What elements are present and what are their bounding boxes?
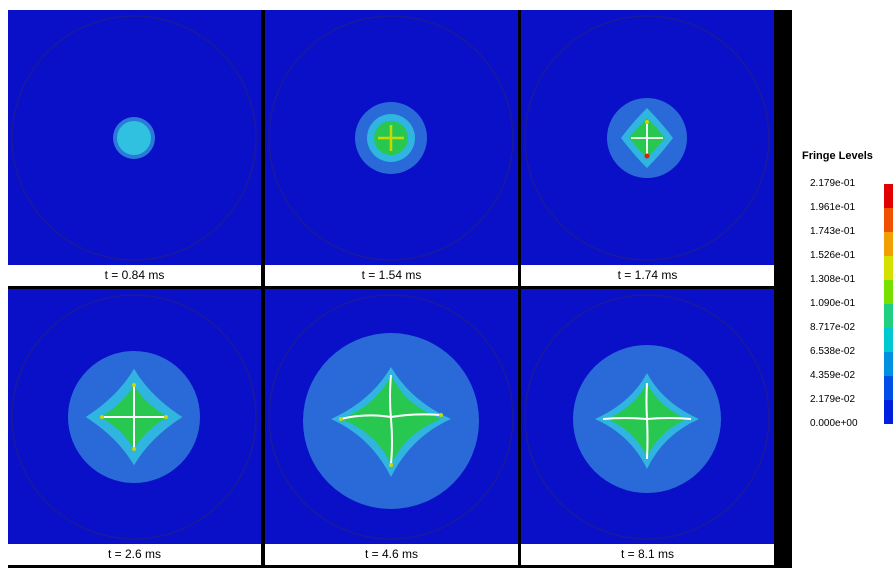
legend-title: Fringe Levels [802,150,873,162]
legend-level-10: 0.000e+00 [810,418,858,429]
panel-t-1-54: t = 1.54 ms [265,10,518,286]
panel-t-1-74: t = 1.74 ms [521,10,774,286]
legend-swatch-0 [884,184,893,208]
legend-level-6: 8.717e-02 [810,322,856,333]
panel-caption: t = 1.74 ms [521,265,774,286]
legend-swatch-3 [884,256,893,280]
legend-level-2: 1.743e-01 [810,226,856,237]
fringe-plot [265,289,518,544]
legend-level-0: 2.179e-01 [810,178,856,189]
legend-swatch-5 [884,304,893,328]
legend-swatch-7 [884,352,893,376]
panel-caption: t = 2.6 ms [8,544,261,565]
fringe-legend: Fringe Levels 2.179e-01 1.961e-01 1.743e… [800,150,896,470]
fringe-figure: t = 0.84 ms t = 1.54 ms t = 1.74 ms [8,10,792,568]
legend-level-4: 1.308e-01 [810,274,856,285]
panel-caption: t = 1.54 ms [265,265,518,286]
legend-swatch-6 [884,328,893,352]
legend-swatch-4 [884,280,893,304]
fringe-plot [265,10,518,265]
panel-t-2-6: t = 2.6 ms [8,289,261,565]
fringe-plot [521,10,774,265]
panel-caption: t = 8.1 ms [521,544,774,565]
legend-swatch-2 [884,232,893,256]
panel-t-4-6: t = 4.6 ms [265,289,518,565]
panel-caption: t = 4.6 ms [265,544,518,565]
fringe-plot [521,289,774,544]
fringe-plot [8,10,261,265]
fringe-plot [8,289,261,544]
legend-level-7: 6.538e-02 [810,346,856,357]
panel-t-0-84: t = 0.84 ms [8,10,261,286]
legend-level-9: 2.179e-02 [810,394,856,405]
panel-caption: t = 0.84 ms [8,265,261,286]
legend-level-1: 1.961e-01 [810,202,856,213]
legend-level-5: 1.090e-01 [810,298,856,309]
legend-swatch-1 [884,208,893,232]
legend-level-8: 4.359e-02 [810,370,856,381]
legend-swatch-8 [884,376,893,400]
legend-swatch-9 [884,400,893,424]
panel-t-8-1: t = 8.1 ms [521,289,774,565]
legend-level-3: 1.526e-01 [810,250,856,261]
